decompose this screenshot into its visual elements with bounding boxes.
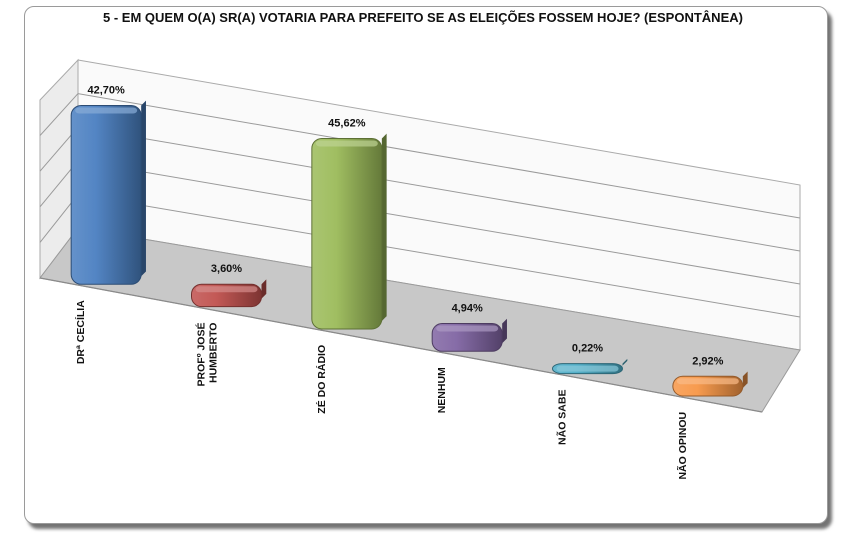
data-label: 4,94% [452, 303, 483, 315]
chart-back-wall [39, 58, 801, 413]
data-label: 3,60% [211, 263, 242, 275]
category-label: NÃO SABE [556, 390, 569, 445]
gridline [77, 193, 801, 318]
x-axis-line [39, 277, 763, 413]
bar-top-highlight [556, 365, 619, 372]
category-label-line: PROFº JOSÉ [195, 323, 208, 387]
chart-bars [70, 100, 748, 397]
bar-top-highlight [315, 140, 378, 147]
data-label: 45,62% [328, 117, 366, 129]
category-label-line: NÃO OPINOU [676, 412, 689, 480]
bar [70, 104, 142, 285]
category-label-line: ZÉ DO RÁDIO [315, 345, 328, 414]
category-label: NÃO OPINOU [676, 412, 689, 480]
bar-top-highlight [195, 286, 258, 293]
category-label-line: NENHUM [436, 367, 448, 413]
gridline [77, 160, 801, 285]
category-label: ZÉ DO RÁDIO [315, 345, 328, 414]
bar-side [261, 279, 267, 299]
chart-labels: 42,70% DRª CECÍLIA 3,60% PROFº JOSÉ HUMBERTO… [74, 84, 723, 479]
category-label: PROFº JOSÉ HUMBERTO [195, 323, 220, 387]
category-label: NENHUM [436, 367, 448, 413]
gridline [39, 93, 79, 136]
bar-top-highlight [436, 325, 499, 332]
data-label: 0,22% [572, 343, 603, 355]
data-label: 2,92% [692, 355, 723, 367]
bar-side [141, 100, 146, 277]
data-label: 42,70% [88, 84, 126, 96]
bar [311, 137, 383, 330]
bar-side [502, 318, 507, 344]
gridline [77, 126, 801, 252]
category-label-line: DRª CECÍLIA [74, 300, 87, 364]
chart-title: 5 - EM QUEM O(A) SR(A) VOTARIA PARA PREF… [103, 10, 743, 25]
category-label-line: HUMBERTO [208, 323, 220, 383]
bar-side [381, 133, 387, 321]
category-label-line: NÃO SABE [556, 390, 569, 445]
bar-top-highlight [75, 107, 138, 114]
gridline [77, 93, 801, 219]
bar-side [622, 358, 628, 366]
bar-top-highlight [676, 378, 739, 385]
category-label: DRª CECÍLIA [74, 300, 87, 364]
bar-side [742, 371, 748, 388]
